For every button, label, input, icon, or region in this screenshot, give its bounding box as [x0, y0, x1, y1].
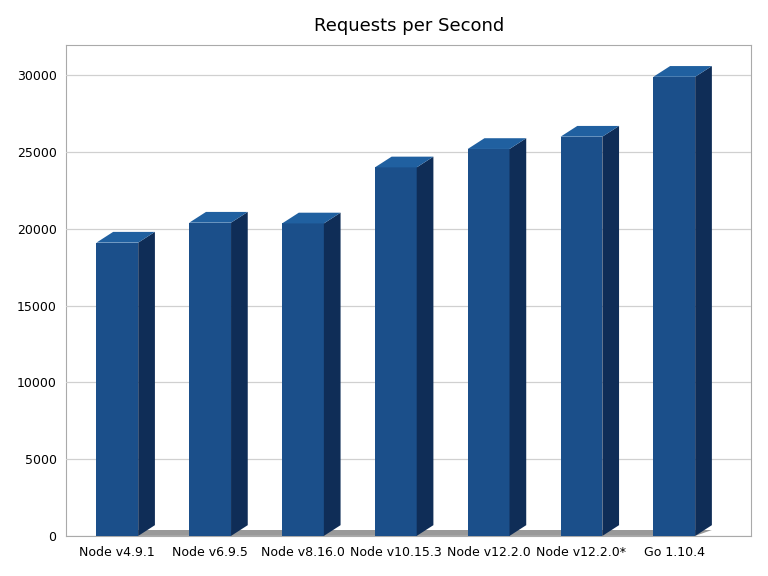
Polygon shape [189, 212, 248, 223]
Polygon shape [561, 126, 619, 137]
Polygon shape [324, 213, 340, 536]
Polygon shape [97, 530, 712, 536]
Polygon shape [695, 66, 712, 536]
Bar [561, 137, 602, 536]
Bar [468, 149, 509, 536]
Polygon shape [375, 157, 433, 168]
Polygon shape [654, 66, 712, 77]
Bar [97, 242, 138, 536]
Polygon shape [509, 138, 526, 536]
Polygon shape [417, 157, 433, 536]
Bar [654, 77, 695, 536]
Polygon shape [138, 232, 155, 536]
Title: Requests per Second: Requests per Second [313, 17, 504, 35]
Polygon shape [468, 138, 526, 149]
Bar [282, 223, 324, 536]
Polygon shape [602, 126, 619, 536]
Polygon shape [231, 212, 248, 536]
Polygon shape [97, 536, 695, 542]
Polygon shape [282, 213, 340, 223]
Bar [375, 168, 417, 536]
Polygon shape [97, 232, 155, 242]
Bar [189, 223, 231, 536]
